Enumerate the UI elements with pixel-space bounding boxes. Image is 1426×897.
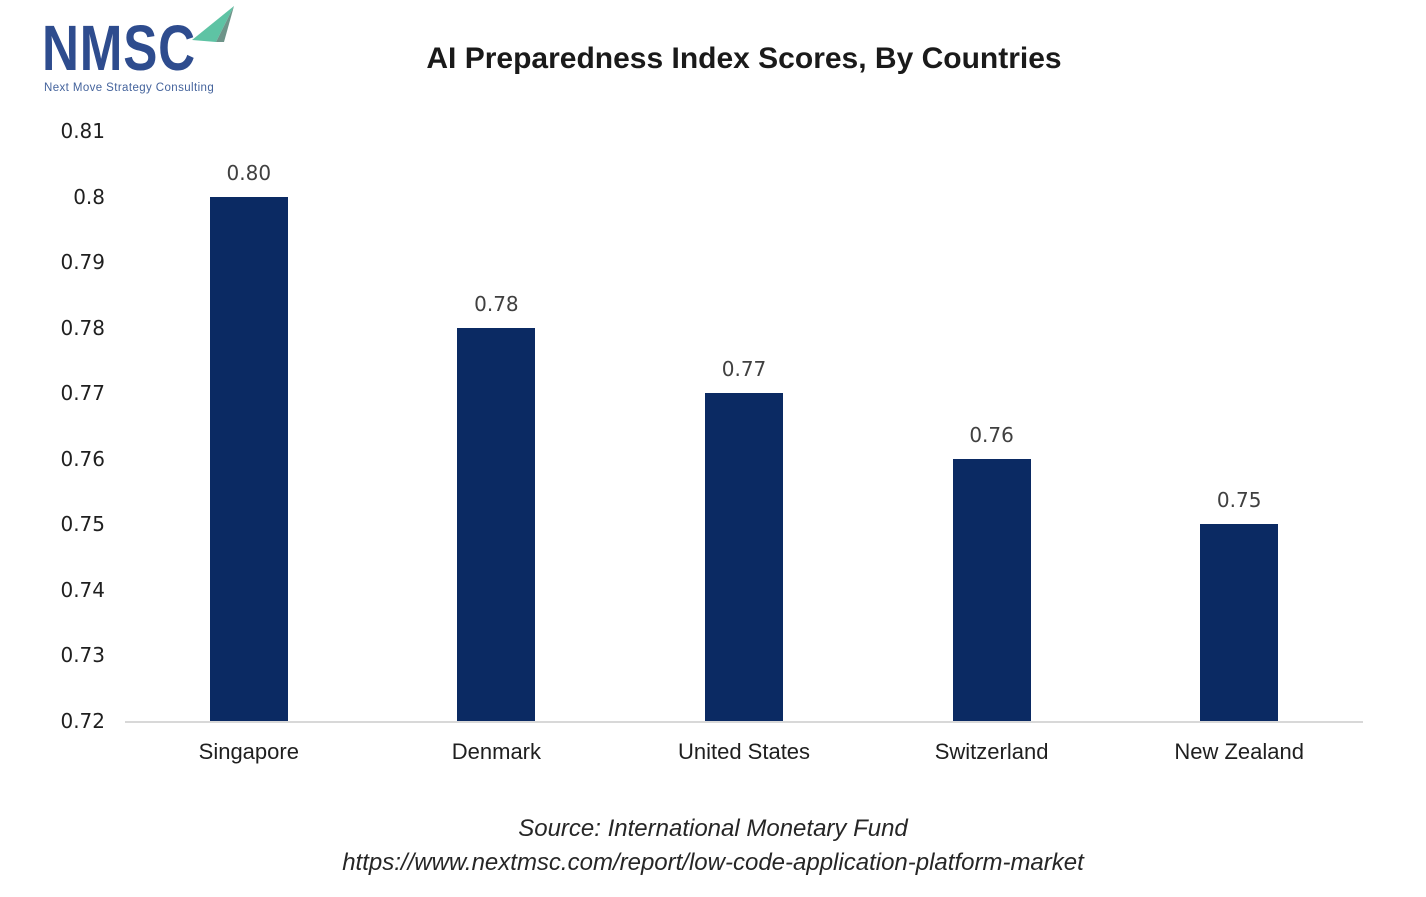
x-axis-label-new-zealand: New Zealand <box>1174 739 1305 764</box>
bar-united-states <box>705 393 783 721</box>
x-axis-label-switzerland: Switzerland <box>934 739 1049 764</box>
bar-value-label-new-zealand: 0.75 <box>1216 488 1262 513</box>
bar-value-label-switzerland: 0.76 <box>969 422 1014 447</box>
y-axis-tick-label: 0.73 <box>60 643 105 668</box>
logo: NMSC Next Move Strategy Consulting <box>42 6 252 102</box>
plot-area: 0.80 Singapore 0.78 Denmark 0.77 United State… <box>125 131 1363 764</box>
y-axis-tick-label: 0.81 <box>60 119 105 143</box>
source-line: Source: International Monetary Fund <box>518 815 908 842</box>
x-axis-line <box>125 721 1363 723</box>
y-axis: 0.81 0.8 0.79 0.78 0.77 0.76 0.75 0.74 0.73 0.72 <box>0 119 105 733</box>
logo-text: NMSC <box>42 12 196 84</box>
bar-value-label-denmark: 0.78 <box>474 291 519 316</box>
bar-denmark <box>457 327 536 721</box>
source-url: https://www.nextmsc.com/report/low-code-… <box>342 849 1084 876</box>
logo-subtitle: Next Move Strategy Consulting <box>44 82 215 94</box>
bar-singapore <box>209 196 288 721</box>
y-axis-tick-label: 0.75 <box>60 512 105 537</box>
y-axis-tick-label: 0.74 <box>60 577 105 602</box>
y-axis-tick-label: 0.78 <box>60 315 105 340</box>
chart-title: AI Preparedness Index Scores, By Countri… <box>426 42 1062 75</box>
bar-new-zealand <box>1200 524 1279 721</box>
bar-switzerland <box>952 458 1031 721</box>
y-axis-tick-label: 0.79 <box>60 250 105 275</box>
x-axis-label-denmark: Denmark <box>451 739 542 764</box>
y-axis-tick-label: 0.77 <box>60 381 105 406</box>
logo-arrow-main <box>192 6 234 42</box>
logo-arrow-shade <box>216 6 234 42</box>
footer: Source: International Monetary Fund http… <box>0 812 1426 880</box>
bar-value-label-united-states: 0.77 <box>721 357 767 382</box>
y-axis-tick-label: 0.72 <box>60 709 105 733</box>
x-axis-label-singapore: Singapore <box>198 739 299 764</box>
x-axis-label-united-states: United States <box>677 739 811 764</box>
y-axis-tick-label: 0.76 <box>60 446 105 471</box>
y-axis-tick-label: 0.8 <box>73 184 105 209</box>
bar-value-label-singapore: 0.80 <box>226 160 272 185</box>
logo-arrow-icon <box>192 6 234 42</box>
